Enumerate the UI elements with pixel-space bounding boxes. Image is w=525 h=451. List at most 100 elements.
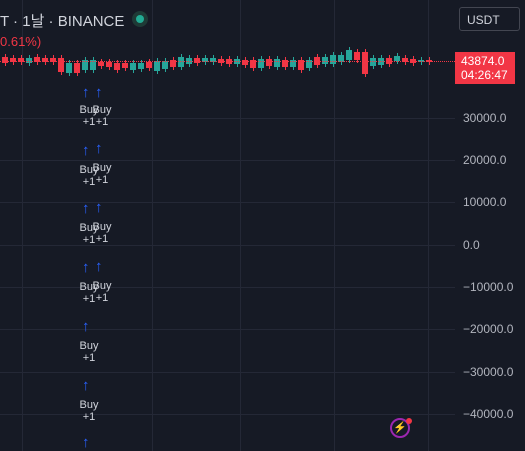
- candlestick: [66, 60, 72, 76]
- grid-line: [0, 160, 455, 161]
- candlestick: [98, 59, 104, 69]
- up-arrow-icon: ↑: [82, 434, 90, 451]
- candlestick: [194, 55, 200, 66]
- up-arrow-icon: ↑: [82, 259, 90, 276]
- y-axis-label: 20000.0: [463, 153, 507, 167]
- candlestick: [170, 57, 176, 70]
- signal-qty: +1: [82, 176, 96, 188]
- grid-line: [0, 118, 455, 119]
- last-price: 43874.0: [461, 54, 505, 68]
- candlestick: [26, 55, 32, 66]
- signal-qty: +1: [82, 234, 96, 246]
- up-arrow-icon: ↑: [95, 140, 103, 157]
- candlestick: [298, 57, 304, 73]
- candlestick: [274, 56, 280, 70]
- y-axis-label: 10000.0: [463, 195, 507, 209]
- signal-text: Buy: [92, 280, 112, 292]
- candlestick: [10, 55, 16, 65]
- candlestick: [402, 55, 408, 65]
- candlestick: [242, 57, 248, 68]
- signal-text: Buy: [92, 162, 112, 174]
- signal-text: Buy: [92, 221, 112, 233]
- signal-qty: +1: [82, 411, 96, 423]
- signal-text: Buy: [79, 222, 99, 234]
- grid-line: [0, 287, 455, 288]
- grid-line: [152, 0, 153, 451]
- candlestick: [266, 56, 272, 69]
- candlestick: [282, 57, 288, 70]
- grid-line: [0, 329, 455, 330]
- candlestick: [290, 57, 296, 70]
- candlestick: [74, 60, 80, 76]
- grid-line: [428, 0, 429, 451]
- signal-qty: +1: [95, 174, 109, 186]
- candlestick: [346, 47, 352, 63]
- buy-signal-label: Buy +1: [74, 399, 104, 423]
- candlestick: [322, 54, 328, 67]
- candlestick: [394, 53, 400, 64]
- buy-signal-label: Buy +1: [87, 162, 117, 186]
- last-price-line: [0, 61, 455, 62]
- buy-signal-label: Buy +1: [74, 340, 104, 364]
- grid-line: [0, 372, 455, 373]
- candlestick: [130, 60, 136, 73]
- grid-line: [240, 0, 241, 451]
- last-price-tag[interactable]: 43874.0 04:26:47: [455, 52, 515, 84]
- candlestick: [178, 54, 184, 70]
- grid-line: [0, 414, 455, 415]
- up-arrow-icon: ↑: [82, 142, 90, 159]
- y-axis-label: 0.0: [463, 238, 480, 252]
- y-axis-label: −40000.0: [463, 407, 514, 421]
- candlestick: [114, 60, 120, 73]
- signal-qty: +1: [95, 233, 109, 245]
- notification-dot: [406, 418, 412, 424]
- candlestick: [90, 57, 96, 73]
- candlestick: [250, 57, 256, 71]
- grid-line: [0, 245, 455, 246]
- bar-countdown: 04:26:47: [461, 68, 508, 82]
- candlestick: [18, 55, 24, 65]
- candlestick: [338, 52, 344, 65]
- candlestick: [258, 56, 264, 71]
- up-arrow-icon: ↑: [82, 318, 90, 335]
- signal-qty: +1: [82, 116, 96, 128]
- buy-signal-label: Buy +1: [74, 104, 104, 128]
- candlestick: [34, 54, 40, 65]
- buy-signal-label: Buy +1: [87, 104, 117, 128]
- candlestick: [122, 60, 128, 71]
- symbol-title[interactable]: T · 1날 · BINANCE: [0, 13, 125, 30]
- y-axis-label: −20000.0: [463, 322, 514, 336]
- y-axis-label: −30000.0: [463, 365, 514, 379]
- market-status-icon[interactable]: [132, 11, 148, 27]
- y-axis-label: 30000.0: [463, 111, 507, 125]
- signal-text: Buy: [92, 104, 112, 116]
- candlestick: [138, 60, 144, 72]
- grid-line: [22, 0, 23, 451]
- signal-text: Buy: [79, 281, 99, 293]
- candlestick: [106, 59, 112, 70]
- lightning-icon[interactable]: ⚡: [390, 418, 410, 438]
- candlestick: [154, 58, 160, 74]
- candlestick: [50, 55, 56, 65]
- candlestick: [202, 55, 208, 65]
- buy-signal-label: Buy +1: [87, 280, 117, 304]
- candlestick: [146, 59, 152, 71]
- candlestick: [370, 55, 376, 69]
- up-arrow-icon: ↑: [82, 200, 90, 217]
- grid-line: [334, 0, 335, 451]
- signal-qty: +1: [95, 292, 109, 304]
- signal-text: Buy: [79, 399, 99, 411]
- candlestick: [2, 54, 8, 66]
- signal-text: Buy: [79, 340, 99, 352]
- candlestick: [210, 55, 216, 65]
- buy-signal-label: Buy +1: [74, 281, 104, 305]
- buy-signal-label: Buy +1: [74, 164, 104, 188]
- up-arrow-icon: ↑: [95, 199, 103, 216]
- buy-signal-label: Buy +1: [74, 222, 104, 246]
- candlestick: [162, 58, 168, 72]
- candlestick: [330, 52, 336, 67]
- signal-qty: +1: [82, 352, 96, 364]
- currency-selector[interactable]: USDT: [459, 7, 520, 31]
- grid-line: [0, 202, 455, 203]
- y-axis-label: −10000.0: [463, 280, 514, 294]
